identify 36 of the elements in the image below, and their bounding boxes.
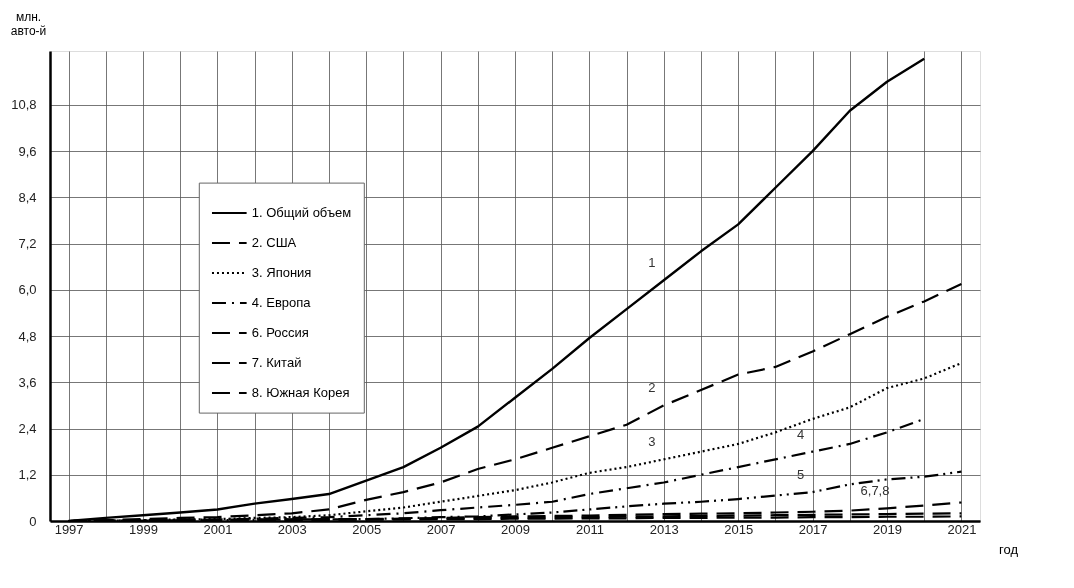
y-tick-label: 7,2 — [18, 236, 37, 252]
y-tick-label: 6,0 — [18, 282, 37, 298]
legend-label: 8. Южная Корея — [251, 385, 350, 401]
legend-label: 7. Китай — [251, 355, 302, 371]
y-tick-label: 3,6 — [18, 374, 37, 390]
x-axis-title: год — [999, 541, 1019, 557]
x-tick-label: 2017 — [798, 521, 828, 537]
y-tick-label: 2,4 — [18, 421, 37, 437]
y-tick-label: 10,8 — [11, 97, 37, 113]
x-tick-label: 1999 — [129, 521, 158, 537]
annotation: 1 — [648, 255, 656, 271]
y-tick-label: 1,2 — [18, 467, 37, 483]
x-tick-label: 2019 — [873, 521, 902, 537]
annotation: 3 — [648, 434, 656, 450]
x-tick-label: 2005 — [352, 521, 382, 537]
x-tick-label: 2003 — [277, 521, 307, 537]
y-tick-label: 9,6 — [18, 143, 37, 159]
legend-label: 4. Европа — [251, 295, 312, 311]
x-tick-label: 2015 — [724, 521, 754, 537]
x-tick-label: 2007 — [426, 521, 456, 537]
x-tick-label: 1997 — [54, 521, 84, 537]
y-axis-title: млн. авто-й — [10, 9, 47, 38]
y-tick-label: 4,8 — [18, 328, 37, 344]
x-tick-label: 2013 — [649, 521, 679, 537]
legend-label: 2. США — [251, 235, 297, 251]
annotation: 2 — [648, 380, 656, 396]
legend-label: 6. Россия — [251, 325, 309, 341]
x-tick-label: 2009 — [501, 521, 530, 537]
x-tick-label: 2011 — [575, 521, 604, 537]
y-tick-label: 0 — [29, 513, 37, 529]
y-tick-label: 8,4 — [18, 189, 37, 205]
legend-label: 3. Япония — [251, 265, 312, 281]
x-tick-label: 2001 — [203, 521, 233, 537]
annotation: 4 — [796, 426, 805, 442]
x-tick-label: 2021 — [947, 521, 977, 537]
legend-label: 1. Общий объем — [251, 205, 352, 221]
